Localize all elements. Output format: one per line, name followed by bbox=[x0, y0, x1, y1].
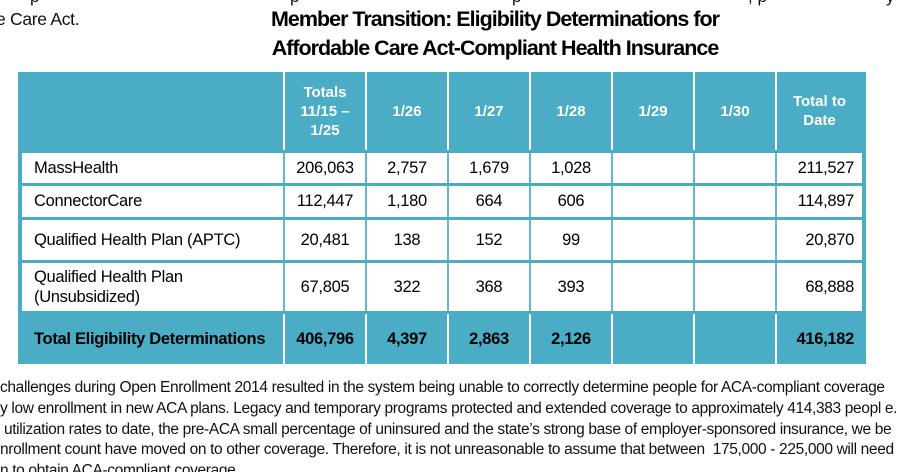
cell-totals: 67,805 bbox=[283, 260, 366, 313]
header-1-28: 1/28 bbox=[529, 72, 612, 152]
table-row-total: Total Eligibility Determinations 406,796… bbox=[22, 311, 862, 364]
cell-totals: 20,481 bbox=[283, 217, 366, 262]
cell-1-29 bbox=[611, 217, 694, 262]
cell-1-26: 138 bbox=[365, 217, 448, 262]
cell-1-29 bbox=[611, 150, 694, 185]
paragraph-line: y low enrollment in new ACA plans. Legac… bbox=[0, 399, 898, 417]
paragraph-line: challenges during Open Enrollment 2014 r… bbox=[0, 379, 885, 396]
table-row-qhp-aptc: Qualified Health Plan (APTC) 20,481 138 … bbox=[22, 217, 862, 262]
cell-1-30 bbox=[693, 183, 776, 219]
cell-1-28: 2,126 bbox=[529, 311, 612, 364]
cell-1-30 bbox=[693, 260, 776, 313]
header-blank-cell bbox=[22, 72, 284, 152]
cell-1-26: 1,180 bbox=[365, 183, 448, 219]
table-row-connectorcare: ConnectorCare 112,447 1,180 664 606 114,… bbox=[22, 183, 862, 219]
header-1-30: 1/30 bbox=[693, 72, 776, 152]
row-label: ConnectorCare bbox=[22, 183, 284, 219]
cell-1-27: 368 bbox=[447, 260, 530, 313]
cropped-glyph: y bbox=[886, 0, 895, 7]
cropped-sentence-end: e Care Act. bbox=[0, 9, 80, 29]
cell-1-27: 2,863 bbox=[447, 311, 530, 364]
cell-1-27: 152 bbox=[447, 217, 530, 262]
paragraph-line: n to obtain ACA-compliant coverage. bbox=[0, 462, 240, 472]
cell-1-29 bbox=[611, 311, 694, 364]
cell-1-29 bbox=[611, 183, 694, 219]
cell-1-27: 664 bbox=[447, 183, 530, 219]
header-totals-11-15-1-25: Totals 11/15 – 1/25 bbox=[283, 72, 366, 152]
cell-totals: 406,796 bbox=[283, 311, 366, 364]
cell-1-30 bbox=[693, 150, 776, 185]
cropped-glyph: p bbox=[30, 0, 39, 7]
cell-1-30 bbox=[693, 311, 776, 364]
cell-1-27: 1,679 bbox=[447, 150, 530, 185]
page-title-line-1: Member Transition: Eligibility Determina… bbox=[271, 7, 720, 31]
header-1-29: 1/29 bbox=[611, 72, 694, 152]
table-row-qhp-unsubsidized: Qualified Health Plan (Unsubsidized) 67,… bbox=[22, 260, 862, 313]
cell-1-30 bbox=[693, 217, 776, 262]
cell-1-26: 2,757 bbox=[365, 150, 448, 185]
cropped-glyph: p bbox=[290, 0, 299, 7]
eligibility-table: Totals 11/15 – 1/25 1/26 1/27 1/28 1/29 … bbox=[18, 72, 866, 364]
header-total-to-date: Total to Date bbox=[775, 72, 862, 152]
total-row-label: Total Eligibility Determinations bbox=[22, 311, 284, 364]
body-paragraph-cropped: challenges during Open Enrollment 2014 r… bbox=[0, 378, 903, 472]
table-header-row: Totals 11/15 – 1/25 1/26 1/27 1/28 1/29 … bbox=[22, 72, 862, 152]
cell-1-26: 4,397 bbox=[365, 311, 448, 364]
header-1-26: 1/26 bbox=[365, 72, 448, 152]
cell-1-28: 393 bbox=[529, 260, 612, 313]
header-1-27: 1/27 bbox=[447, 72, 530, 152]
cell-1-28: 99 bbox=[529, 217, 612, 262]
cropped-glyph: , p bbox=[748, 0, 767, 7]
paragraph-line: utilization rates to date, the pre-ACA s… bbox=[0, 420, 892, 438]
row-label: Qualified Health Plan (APTC) bbox=[22, 217, 284, 262]
cell-1-26: 322 bbox=[365, 260, 448, 313]
cell-1-28: 606 bbox=[529, 183, 612, 219]
cell-total-to-date: 416,182 bbox=[775, 311, 862, 364]
cell-totals: 112,447 bbox=[283, 183, 366, 219]
cell-total-to-date: 114,897 bbox=[775, 183, 862, 219]
cropped-glyph: p bbox=[512, 0, 521, 7]
page-title-line-2: Affordable Care Act-Compliant Health Ins… bbox=[271, 36, 720, 60]
cell-total-to-date: 20,870 bbox=[775, 217, 862, 262]
cell-1-28: 1,028 bbox=[529, 150, 612, 185]
cell-1-29 bbox=[611, 260, 694, 313]
cropped-text-fragments: p p p , p y bbox=[0, 0, 903, 8]
cell-total-to-date: 68,888 bbox=[775, 260, 862, 313]
paragraph-line: nrollment count have moved on to other c… bbox=[0, 441, 894, 459]
page-title: Member Transition: Eligibility Determina… bbox=[160, 5, 830, 63]
row-label: Qualified Health Plan (Unsubsidized) bbox=[22, 260, 284, 313]
row-label: MassHealth bbox=[22, 150, 284, 185]
cell-total-to-date: 211,527 bbox=[775, 150, 862, 185]
table-row-masshealth: MassHealth 206,063 2,757 1,679 1,028 211… bbox=[22, 150, 862, 185]
cell-totals: 206,063 bbox=[283, 150, 366, 185]
